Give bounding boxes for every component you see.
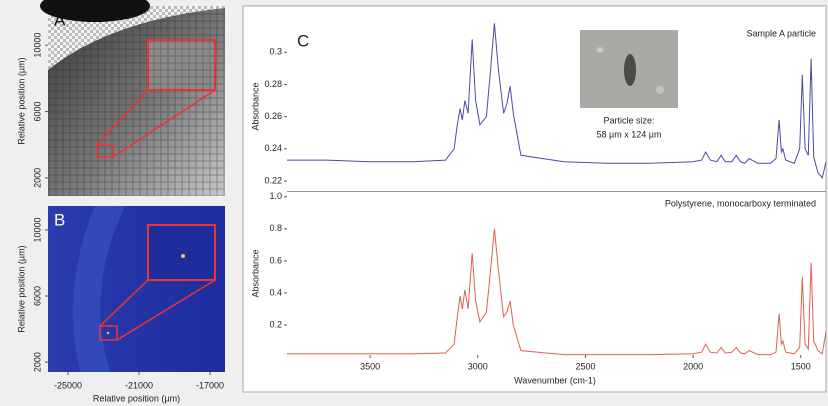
spectrum-line xyxy=(287,23,827,179)
y-tick-label: 1.0 xyxy=(269,191,282,201)
x-axis-label: Wavenumber (cm-1) xyxy=(514,375,596,385)
panel-b-image xyxy=(48,206,225,372)
y-tick-label: 0.2 xyxy=(269,319,282,329)
panel-label: C xyxy=(297,31,309,50)
x-tick-label: 2500 xyxy=(575,361,595,371)
y-tick-label: 0.22 xyxy=(264,175,282,185)
y-tick-label: 2000 xyxy=(32,352,42,372)
y-tick-label: 0.4 xyxy=(269,287,282,297)
y-axis-label: Absorbance xyxy=(250,249,260,297)
y-tick-label: 0.28 xyxy=(264,79,282,89)
x-tick-label: -25000 xyxy=(54,380,82,390)
y-axis-label: Relative position (µm) xyxy=(16,245,26,332)
legend-label: Polystyrene, monocarboxy terminated xyxy=(665,198,816,208)
panel-label: A xyxy=(54,10,66,29)
photo-caption: Particle size: xyxy=(603,115,654,125)
photo-caption: 58 µm x 124 µm xyxy=(597,129,662,139)
y-tick-label: 6000 xyxy=(32,102,42,122)
panel-c-frame xyxy=(242,5,827,393)
particle-photo xyxy=(580,30,678,108)
x-tick-label: 3000 xyxy=(468,361,488,371)
y-axis-label: Relative position (µm) xyxy=(16,57,26,144)
x-tick-label: -21000 xyxy=(125,380,153,390)
panel-label: B xyxy=(54,210,65,229)
y-tick-label: 0.8 xyxy=(269,223,282,233)
x-tick-label: 1500 xyxy=(791,361,811,371)
x-axis-label: Relative position (µm) xyxy=(93,393,180,403)
spectrum-line xyxy=(287,228,827,356)
y-axis-label: Absorbance xyxy=(250,82,260,130)
y-tick-label: 10000 xyxy=(32,33,42,58)
y-tick-label: 0.3 xyxy=(269,47,282,57)
y-tick-label: 2000 xyxy=(32,168,42,188)
y-tick-label: 6000 xyxy=(32,286,42,306)
y-tick-label: 0.24 xyxy=(264,143,282,153)
y-tick-label: 0.26 xyxy=(264,111,282,121)
x-tick-label: -17000 xyxy=(196,380,224,390)
x-tick-label: 2000 xyxy=(683,361,703,371)
legend-label: Sample A particle xyxy=(746,28,816,38)
x-tick-label: 3500 xyxy=(360,361,380,371)
panel-a-image xyxy=(40,0,225,196)
y-tick-label: 0.6 xyxy=(269,255,282,265)
y-tick-label: 10000 xyxy=(32,217,42,242)
